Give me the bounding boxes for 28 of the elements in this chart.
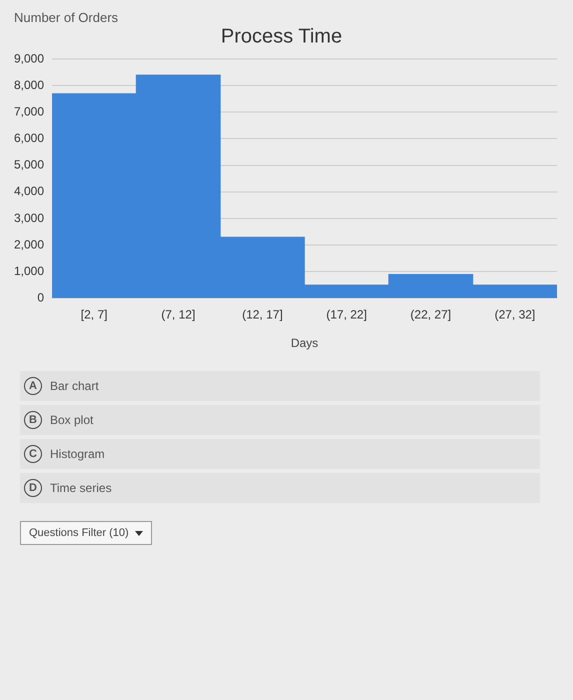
text: Bar chart xyxy=(50,379,99,393)
y-tick-label: 9,000 xyxy=(14,51,44,66)
y-tick-label: 0 xyxy=(37,290,44,305)
x-tick-label: [2, 7] xyxy=(80,308,108,322)
text: Questions Filter (10) xyxy=(29,527,129,539)
x-tick-label: (27, 32] xyxy=(494,308,536,322)
x-tick-label: (22, 27] xyxy=(410,308,452,322)
text: Box plot xyxy=(50,413,94,427)
y-tick-label: 3,000 xyxy=(14,210,44,225)
text: A xyxy=(24,377,42,395)
x-axis-title: Days xyxy=(290,336,318,350)
y-axis-title: Number of Orders xyxy=(14,10,120,25)
y-tick-label: 1,000 xyxy=(14,264,44,278)
text: C xyxy=(24,445,42,463)
y-tick-label: 7,000 xyxy=(14,104,44,118)
x-tick-label: (17, 22] xyxy=(326,308,367,322)
y-tick-label: 5,000 xyxy=(14,158,44,172)
y-tick-label: 2,000 xyxy=(14,237,44,252)
chart-title: Process Time xyxy=(220,26,342,48)
text: D xyxy=(24,479,42,497)
x-tick-label: (7, 12] xyxy=(161,308,196,322)
text: B xyxy=(24,411,42,429)
y-tick-label: 6,000 xyxy=(14,131,44,146)
y-tick-label: 4,000 xyxy=(14,184,44,198)
x-tick-label: (12, 17] xyxy=(242,308,283,322)
text: Time series xyxy=(50,481,112,495)
text: Histogram xyxy=(50,447,105,461)
y-tick-label: 8,000 xyxy=(14,78,44,92)
